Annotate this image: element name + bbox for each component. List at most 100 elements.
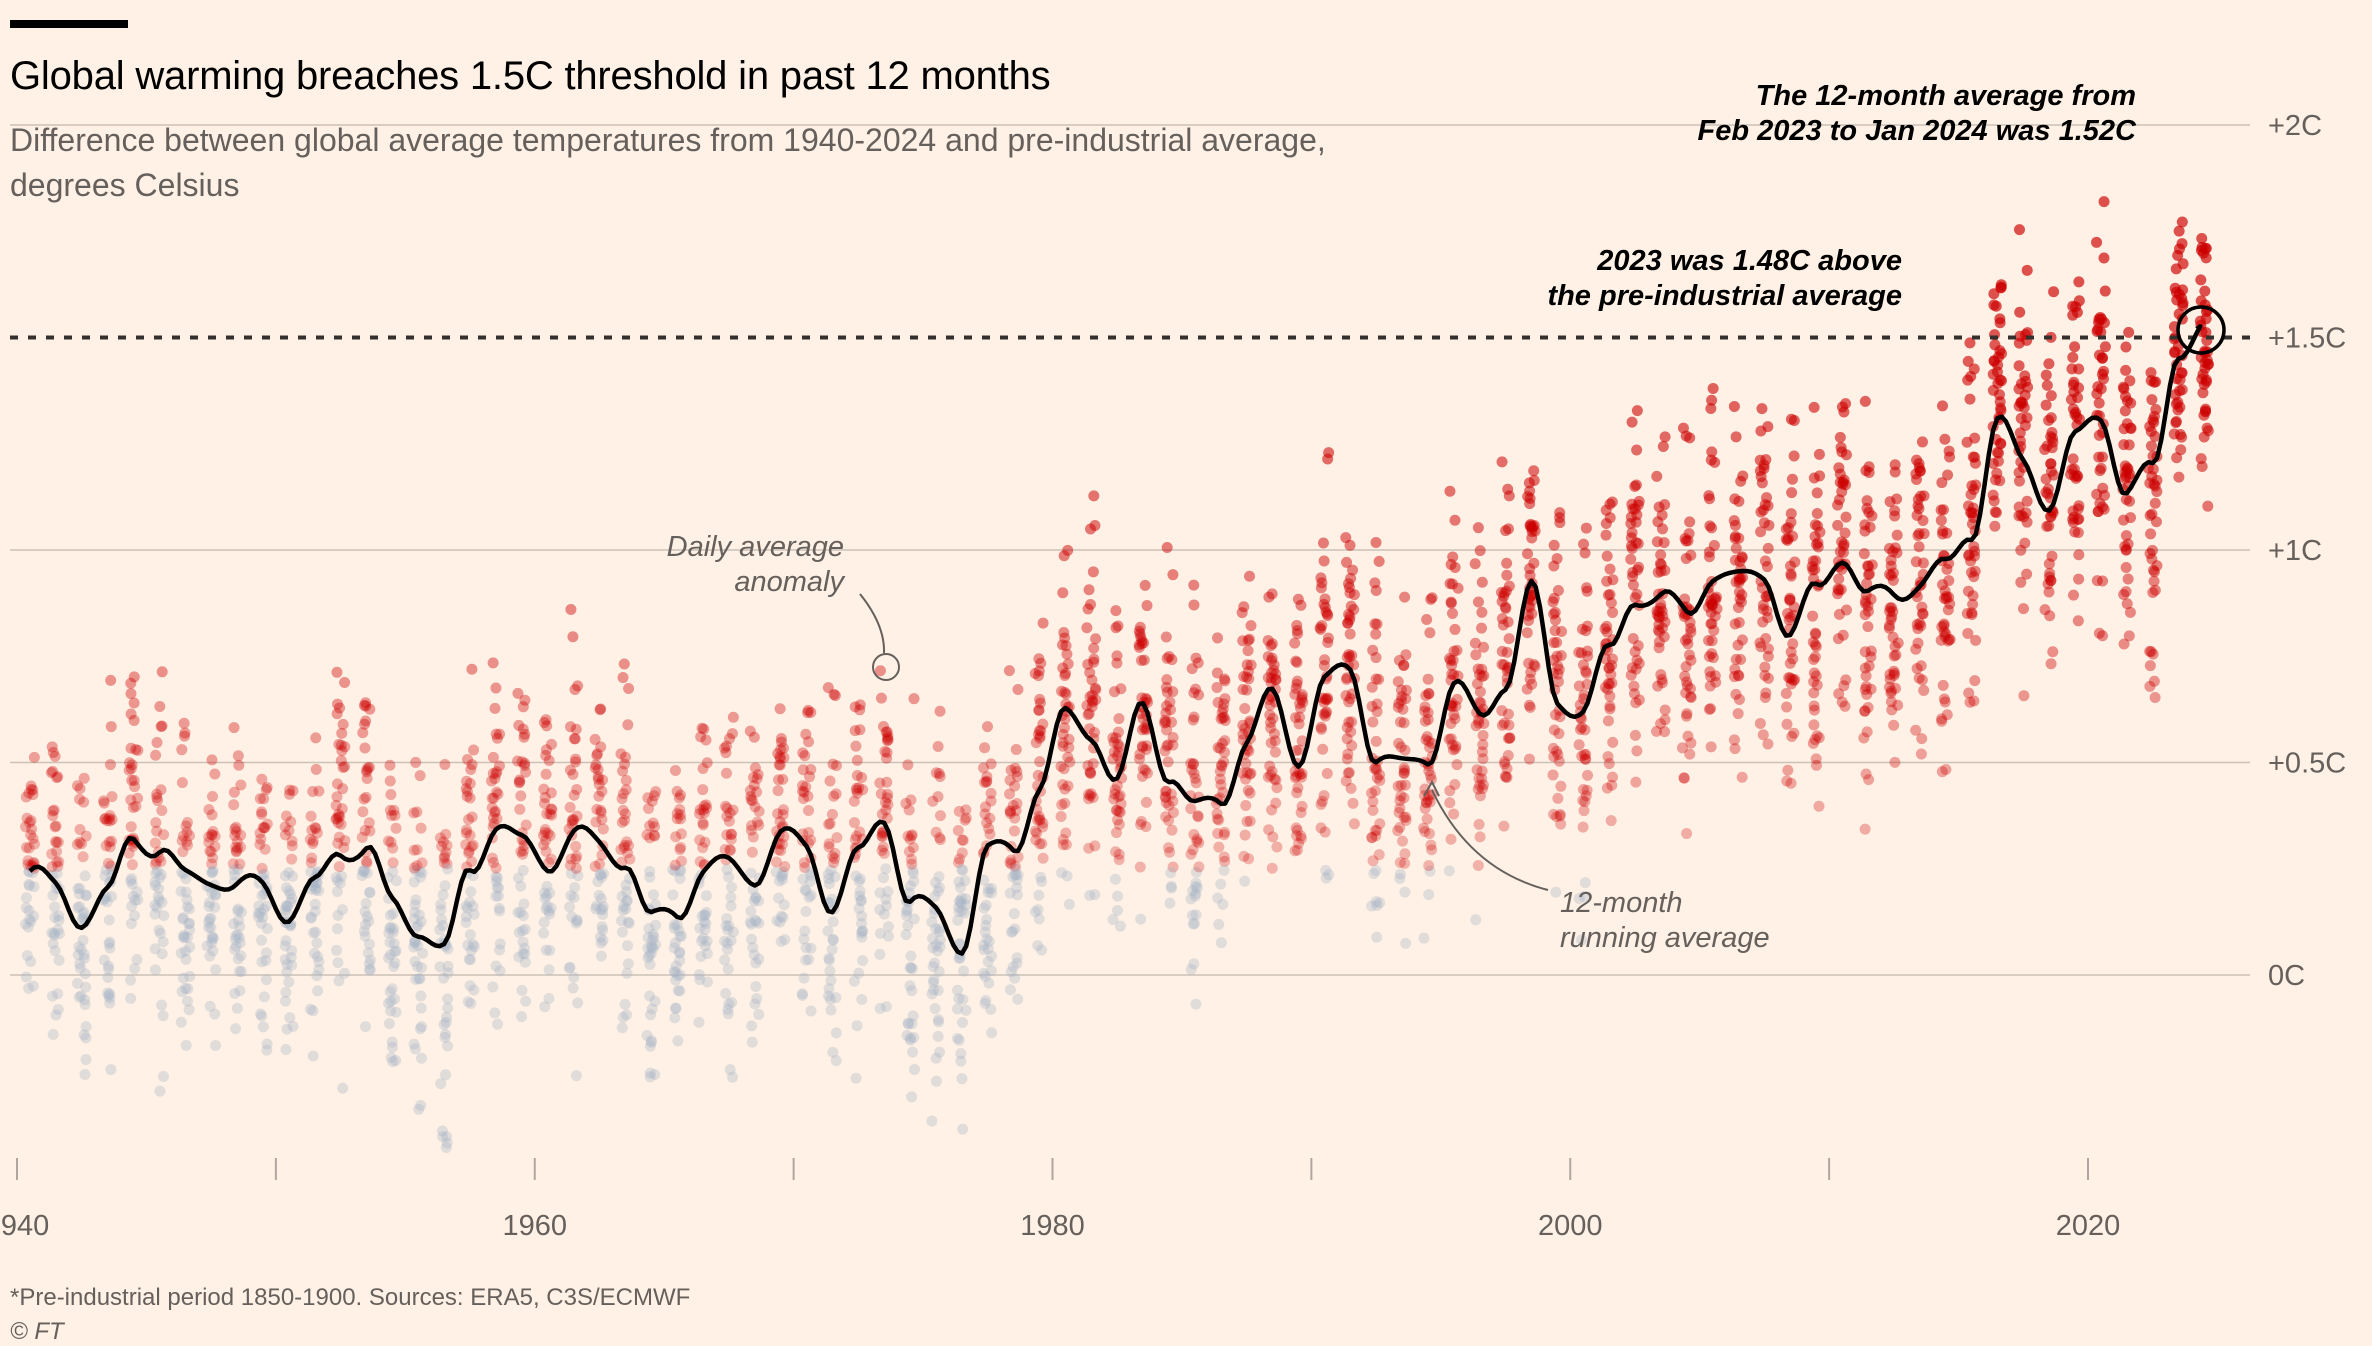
daily-anomaly-dot	[934, 810, 946, 822]
daily-anomaly-dot	[1237, 683, 1249, 695]
daily-anomaly-dot	[697, 932, 709, 944]
daily-anomaly-dot	[1859, 662, 1871, 674]
daily-anomaly-dot	[51, 856, 63, 868]
daily-anomaly-dot	[1681, 828, 1693, 840]
daily-anomaly-dot	[750, 914, 762, 926]
daily-anomaly-annotation: Daily average	[667, 531, 844, 563]
daily-anomaly-dot	[1238, 601, 1250, 613]
daily-anomaly-dot	[230, 846, 242, 858]
daily-anomaly-dot	[2019, 370, 2031, 382]
daily-anomaly-dot	[281, 1023, 293, 1035]
daily-anomaly-dot	[151, 865, 163, 877]
daily-anomaly-dot	[1058, 763, 1070, 775]
daily-anomaly-dot	[930, 826, 942, 838]
daily-anomaly-dot	[954, 896, 966, 908]
daily-anomaly-dot	[830, 788, 842, 800]
daily-anomaly-dot	[1291, 830, 1303, 842]
daily-anomaly-dot	[1836, 696, 1848, 708]
daily-anomaly-dot	[517, 864, 529, 876]
daily-anomaly-dot	[538, 783, 550, 795]
daily-anomaly-dot	[176, 835, 188, 847]
daily-anomaly-dot	[1113, 805, 1125, 817]
daily-anomaly-dot	[901, 904, 913, 916]
daily-anomaly-dot	[956, 905, 968, 917]
x-tick-label: 2000	[1538, 1210, 1603, 1242]
daily-anomaly-dot	[1418, 932, 1430, 944]
daily-anomaly-dot	[1111, 657, 1123, 669]
daily-anomaly-dot	[1059, 670, 1071, 682]
daily-anomaly-dot	[309, 821, 321, 833]
daily-anomaly-dot	[1139, 579, 1151, 591]
daily-anomaly-dot	[802, 707, 814, 719]
daily-anomaly-dot	[1293, 767, 1305, 779]
daily-anomaly-dot	[649, 995, 661, 1007]
daily-anomaly-dot	[1034, 813, 1046, 825]
daily-anomaly-dot	[1503, 633, 1515, 645]
daily-anomaly-dot	[1967, 451, 1979, 463]
daily-anomaly-dot	[1320, 694, 1332, 706]
daily-anomaly-dot	[258, 991, 270, 1003]
daily-anomaly-dot	[954, 881, 966, 893]
daily-anomaly-dot	[460, 827, 472, 839]
daily-anomaly-dot	[1265, 769, 1277, 781]
daily-anomaly-dot	[103, 989, 115, 1001]
daily-anomaly-dot	[1345, 600, 1357, 612]
daily-anomaly-dot	[1004, 774, 1016, 786]
daily-anomaly-dot	[673, 925, 685, 937]
daily-anomaly-dot	[260, 783, 272, 795]
daily-anomaly-dot	[1422, 714, 1434, 726]
daily-anomaly-dot	[388, 938, 400, 950]
daily-anomaly-dot	[675, 841, 687, 853]
daily-anomaly-dot	[1009, 812, 1021, 824]
daily-anomaly-dot	[517, 701, 529, 713]
daily-anomaly-dot	[104, 841, 116, 853]
daily-anomaly-dot	[1270, 774, 1282, 786]
daily-anomaly-dot	[1554, 512, 1566, 524]
daily-anomaly-dot	[675, 828, 687, 840]
daily-anomaly-dot	[1136, 635, 1148, 647]
daily-anomaly-dot	[1682, 638, 1694, 650]
daily-anomaly-dot	[1449, 623, 1461, 635]
daily-anomaly-dot	[650, 939, 662, 951]
daily-anomaly-dot	[409, 956, 421, 968]
daily-anomaly-dot	[1004, 857, 1016, 869]
daily-anomaly-dot	[564, 901, 576, 913]
daily-anomaly-dot	[2148, 564, 2160, 576]
daily-anomaly-dot	[1912, 500, 1924, 512]
daily-anomaly-dot	[1271, 841, 1283, 853]
daily-anomaly-dot	[1032, 729, 1044, 741]
daily-anomaly-dot	[51, 836, 63, 848]
daily-anomaly-dot	[384, 804, 396, 816]
daily-anomaly-dot	[489, 773, 501, 785]
daily-anomaly-dot	[823, 873, 835, 885]
daily-anomaly-dot	[798, 786, 810, 798]
daily-anomaly-dot	[364, 964, 376, 976]
daily-anomaly-dot	[804, 866, 816, 878]
daily-anomaly-dot	[153, 924, 165, 936]
daily-anomaly-dot	[982, 883, 994, 895]
daily-anomaly-dot	[2120, 530, 2132, 542]
daily-anomaly-dot	[827, 758, 839, 770]
daily-anomaly-dot	[564, 801, 576, 813]
daily-anomaly-dot	[1452, 582, 1464, 594]
daily-anomaly-dot	[954, 938, 966, 950]
daily-anomaly-dot	[285, 816, 297, 828]
daily-anomaly-dot	[1601, 550, 1613, 562]
daily-anomaly-dot	[182, 995, 194, 1007]
daily-anomaly-dot	[305, 857, 317, 869]
daily-anomaly-dot	[356, 831, 368, 843]
daily-anomaly-dot	[671, 813, 683, 825]
daily-anomaly-dot	[1444, 578, 1456, 590]
y-tick-label: +1.5C	[2268, 323, 2346, 355]
daily-anomaly-dot	[1965, 567, 1977, 579]
daily-anomaly-dot	[1498, 659, 1510, 671]
daily-anomaly-dot	[438, 852, 450, 864]
daily-anomaly-dot	[1500, 602, 1512, 614]
daily-anomaly-dot	[1239, 723, 1251, 735]
daily-anomaly-dot	[410, 894, 422, 906]
daily-anomaly-dot	[750, 916, 762, 928]
daily-anomaly-dot	[850, 1072, 862, 1084]
daily-anomaly-dot	[1449, 743, 1461, 755]
daily-anomaly-dot	[1167, 861, 1179, 873]
daily-anomaly-dot	[151, 825, 163, 837]
